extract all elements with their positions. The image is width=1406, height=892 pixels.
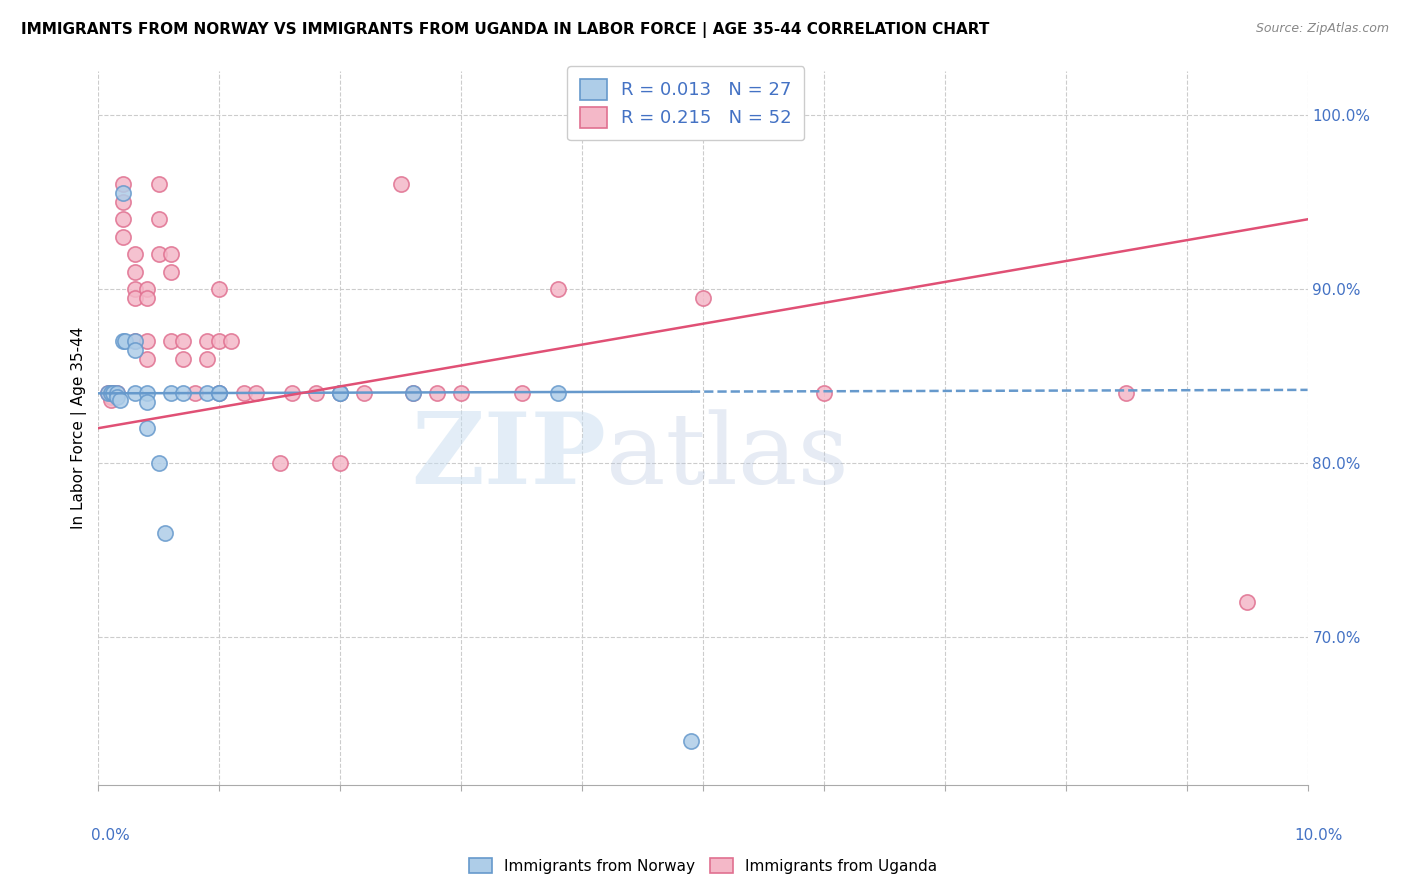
Point <box>195 386 218 401</box>
Point <box>97 386 120 401</box>
Point <box>221 334 243 348</box>
Point <box>108 393 131 408</box>
Point <box>208 386 231 401</box>
Point <box>114 334 136 348</box>
Point <box>184 386 207 401</box>
Point <box>148 456 170 470</box>
Point <box>111 334 134 348</box>
Point <box>111 186 134 201</box>
Point <box>160 247 183 261</box>
Point <box>813 386 835 401</box>
Point <box>135 334 157 348</box>
Point <box>426 386 449 401</box>
Y-axis label: In Labor Force | Age 35-44: In Labor Force | Age 35-44 <box>72 327 87 529</box>
Point <box>208 386 231 401</box>
Point <box>172 386 194 401</box>
Point <box>329 456 352 470</box>
Point <box>208 282 231 296</box>
Legend: Immigrants from Norway, Immigrants from Uganda: Immigrants from Norway, Immigrants from … <box>463 852 943 880</box>
Point <box>105 390 128 404</box>
Text: IMMIGRANTS FROM NORWAY VS IMMIGRANTS FROM UGANDA IN LABOR FORCE | AGE 35-44 CORR: IMMIGRANTS FROM NORWAY VS IMMIGRANTS FRO… <box>21 22 990 38</box>
Point <box>153 525 176 540</box>
Point <box>135 351 157 366</box>
Point <box>124 264 146 278</box>
Point <box>124 291 146 305</box>
Point <box>160 264 183 278</box>
Point <box>402 386 425 401</box>
Point <box>148 212 170 227</box>
Point <box>101 386 124 401</box>
Point <box>160 386 183 401</box>
Text: 0.0%: 0.0% <box>91 828 131 843</box>
Point <box>111 194 134 209</box>
Point <box>281 386 304 401</box>
Point <box>329 386 352 401</box>
Text: ZIP: ZIP <box>412 409 606 505</box>
Point <box>208 334 231 348</box>
Point <box>160 334 183 348</box>
Point <box>124 334 146 348</box>
Legend: R = 0.013   N = 27, R = 0.215   N = 52: R = 0.013 N = 27, R = 0.215 N = 52 <box>567 66 804 140</box>
Point <box>124 334 146 348</box>
Point <box>450 386 472 401</box>
Point <box>135 395 157 409</box>
Point <box>135 386 157 401</box>
Point <box>195 351 218 366</box>
Point <box>111 212 134 227</box>
Point <box>97 386 120 401</box>
Point <box>100 386 122 401</box>
Text: Source: ZipAtlas.com: Source: ZipAtlas.com <box>1256 22 1389 36</box>
Point <box>135 421 157 435</box>
Point <box>547 386 569 401</box>
Point <box>329 386 352 401</box>
Point <box>135 291 157 305</box>
Point <box>692 291 714 305</box>
Point <box>172 351 194 366</box>
Point <box>124 386 146 401</box>
Point <box>232 386 254 401</box>
Point <box>111 229 134 244</box>
Point <box>105 386 128 401</box>
Point <box>124 247 146 261</box>
Point <box>510 386 533 401</box>
Point <box>353 386 375 401</box>
Point <box>100 390 122 404</box>
Point <box>100 393 122 408</box>
Point <box>389 178 412 192</box>
Point <box>679 734 702 748</box>
Point <box>402 386 425 401</box>
Point <box>105 386 128 401</box>
Point <box>135 282 157 296</box>
Point <box>100 386 122 401</box>
Point <box>305 386 328 401</box>
Point <box>111 178 134 192</box>
Point <box>208 386 231 401</box>
Point <box>172 334 194 348</box>
Point <box>148 247 170 261</box>
Text: 10.0%: 10.0% <box>1295 828 1343 843</box>
Point <box>547 282 569 296</box>
Point <box>124 282 146 296</box>
Point <box>148 178 170 192</box>
Point <box>101 386 124 401</box>
Point <box>329 386 352 401</box>
Point <box>269 456 291 470</box>
Point <box>245 386 267 401</box>
Point <box>1115 386 1137 401</box>
Point <box>1236 595 1258 609</box>
Point <box>195 334 218 348</box>
Point <box>124 343 146 357</box>
Text: atlas: atlas <box>606 409 849 505</box>
